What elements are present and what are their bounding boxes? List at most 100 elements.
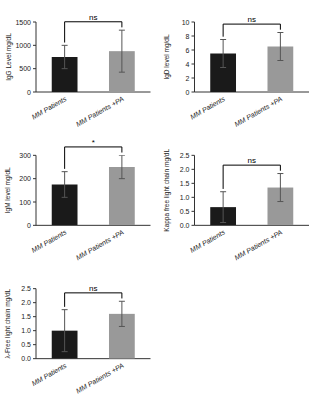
significance-bracket: [65, 293, 122, 307]
error-bar: [62, 45, 68, 68]
error-bar-cap: [62, 197, 68, 198]
y-axis: [194, 22, 195, 92]
error-bar-cap: [277, 173, 283, 174]
y-tick-label: 100: [19, 199, 31, 206]
marks: [52, 301, 135, 358]
y-axis-label: IgD level mg/dL: [163, 34, 171, 80]
error-bar: [277, 174, 283, 202]
x-tick-label: MM Patients +PA: [75, 362, 125, 395]
error-bar: [62, 172, 68, 198]
y-tick-label: 4: [186, 61, 190, 68]
y-axis-label: IgG Level mg/dL: [5, 33, 13, 81]
error-bar-line: [223, 40, 224, 68]
error-bar: [119, 30, 125, 72]
error-bar-cap: [119, 301, 125, 302]
error-bar-line: [64, 45, 65, 68]
error-bar-cap: [220, 67, 226, 68]
x-tick-label: MM Patients: [189, 95, 227, 121]
error-bar-line: [64, 172, 65, 198]
error-bar-cap: [62, 45, 68, 46]
significance-bracket: [223, 24, 280, 37]
error-bar-cap: [119, 72, 125, 73]
x-tick-label: MM Patients +PA: [75, 95, 125, 128]
error-bar-cap: [220, 222, 226, 223]
x-tick-label: MM Patients +PA: [233, 95, 283, 128]
panel: 0 2 4 6 8 10 IgD level mg/dL MM PatientsMM Pati…: [163, 15, 309, 128]
y-tick-label: 6: [186, 47, 190, 54]
y-axis: [36, 22, 37, 92]
panel: 0.0 0.5 1.0 1.5 2.0 2.5 λ-Free light chain mg/…: [5, 284, 151, 395]
significance-label: *: [92, 138, 95, 147]
error-bar-cap: [119, 155, 125, 156]
y-tick-label: 0.5: [180, 208, 190, 215]
significance-label: ns: [248, 156, 256, 165]
error-bar-line: [121, 301, 122, 326]
panel: 0 500 1000 1500IgG Level mg/dL MM Patients MM…: [5, 13, 151, 128]
y-tick-label: 2.0: [180, 166, 190, 173]
x-tick-label: MM Patients +PA: [75, 228, 125, 261]
marks: [210, 33, 293, 93]
error-bar-cap: [220, 39, 226, 40]
y-tick-label: 1000: [15, 42, 31, 49]
y-tick-label: 0.0: [180, 222, 190, 229]
y-tick-label: 200: [19, 175, 31, 182]
y-tick-label: 0.0: [21, 355, 31, 362]
y-axis: [36, 155, 37, 225]
y-tick-label: 300: [19, 152, 31, 159]
y-tick-label: 0: [27, 222, 31, 229]
panel: 0 100 200 300 IgM level mg/dL MM Patients MM P…: [5, 138, 151, 261]
y-tick-label: 1500: [15, 19, 31, 26]
error-bar: [119, 155, 125, 178]
y-tick-label: 1.0: [21, 327, 31, 334]
x-tick-label: MM Patients: [30, 95, 68, 121]
y-axis-label: λ-Free light chain mg/dL: [5, 288, 13, 358]
error-bar-cap: [277, 32, 283, 33]
significance-label: ns: [89, 284, 97, 293]
y-tick-label: 10: [182, 19, 190, 26]
y-tick-label: 500: [19, 65, 31, 72]
y-axis-label: Kappa free light chain mg/dL: [163, 149, 171, 232]
error-bar: [277, 33, 283, 61]
error-bar-cap: [220, 191, 226, 192]
significance-bracket: [65, 22, 122, 43]
y-tick-label: 1.5: [180, 180, 190, 187]
y-tick-label: 2.5: [21, 285, 31, 292]
y-tick-label: 1.5: [21, 313, 31, 320]
y-tick-label: 0.5: [21, 341, 31, 348]
error-bar-cap: [277, 201, 283, 202]
error-bar-cap: [62, 68, 68, 69]
x-tick-label: MM Patients +PA: [233, 228, 283, 261]
significance-bracket: [223, 165, 280, 189]
error-bar-cap: [119, 178, 125, 179]
error-bar-line: [121, 155, 122, 178]
y-tick-label: 8: [186, 33, 190, 40]
error-bar-line: [223, 192, 224, 223]
x-tick-label: MM Patients: [189, 228, 227, 254]
significance-label: ns: [248, 15, 256, 24]
y-tick-label: 2: [186, 75, 190, 82]
error-bar: [220, 192, 226, 223]
figure: 050010001500IgG Level mg/dLMM PatientsMM…: [0, 0, 317, 400]
y-tick-label: 0: [186, 89, 190, 96]
error-bar-line: [64, 310, 65, 352]
significance-label: ns: [89, 13, 97, 22]
panel: 0.0 0.5 1.0 1.5 2.0 2.5 Kappa free light chain…: [163, 149, 309, 262]
error-bar-line: [280, 33, 281, 61]
error-bar-cap: [62, 309, 68, 310]
y-tick-label: 2.0: [21, 299, 31, 306]
x-tick-label: MM Patients: [30, 361, 68, 387]
x-tick-label: MM Patients: [30, 228, 68, 254]
error-bar-cap: [119, 30, 125, 31]
y-tick-label: 1.0: [180, 194, 190, 201]
error-bar-cap: [62, 171, 68, 172]
error-bar: [220, 40, 226, 68]
y-tick-label: 2.5: [180, 152, 190, 159]
error-bar-cap: [62, 351, 68, 352]
error-bar: [62, 310, 68, 352]
error-bar-line: [121, 30, 122, 72]
y-axis: [194, 155, 195, 225]
error-bar: [119, 301, 125, 326]
error-bar-line: [280, 174, 281, 202]
y-tick-label: 0: [27, 89, 31, 96]
y-axis-label: IgM level mg/dL: [5, 167, 13, 213]
